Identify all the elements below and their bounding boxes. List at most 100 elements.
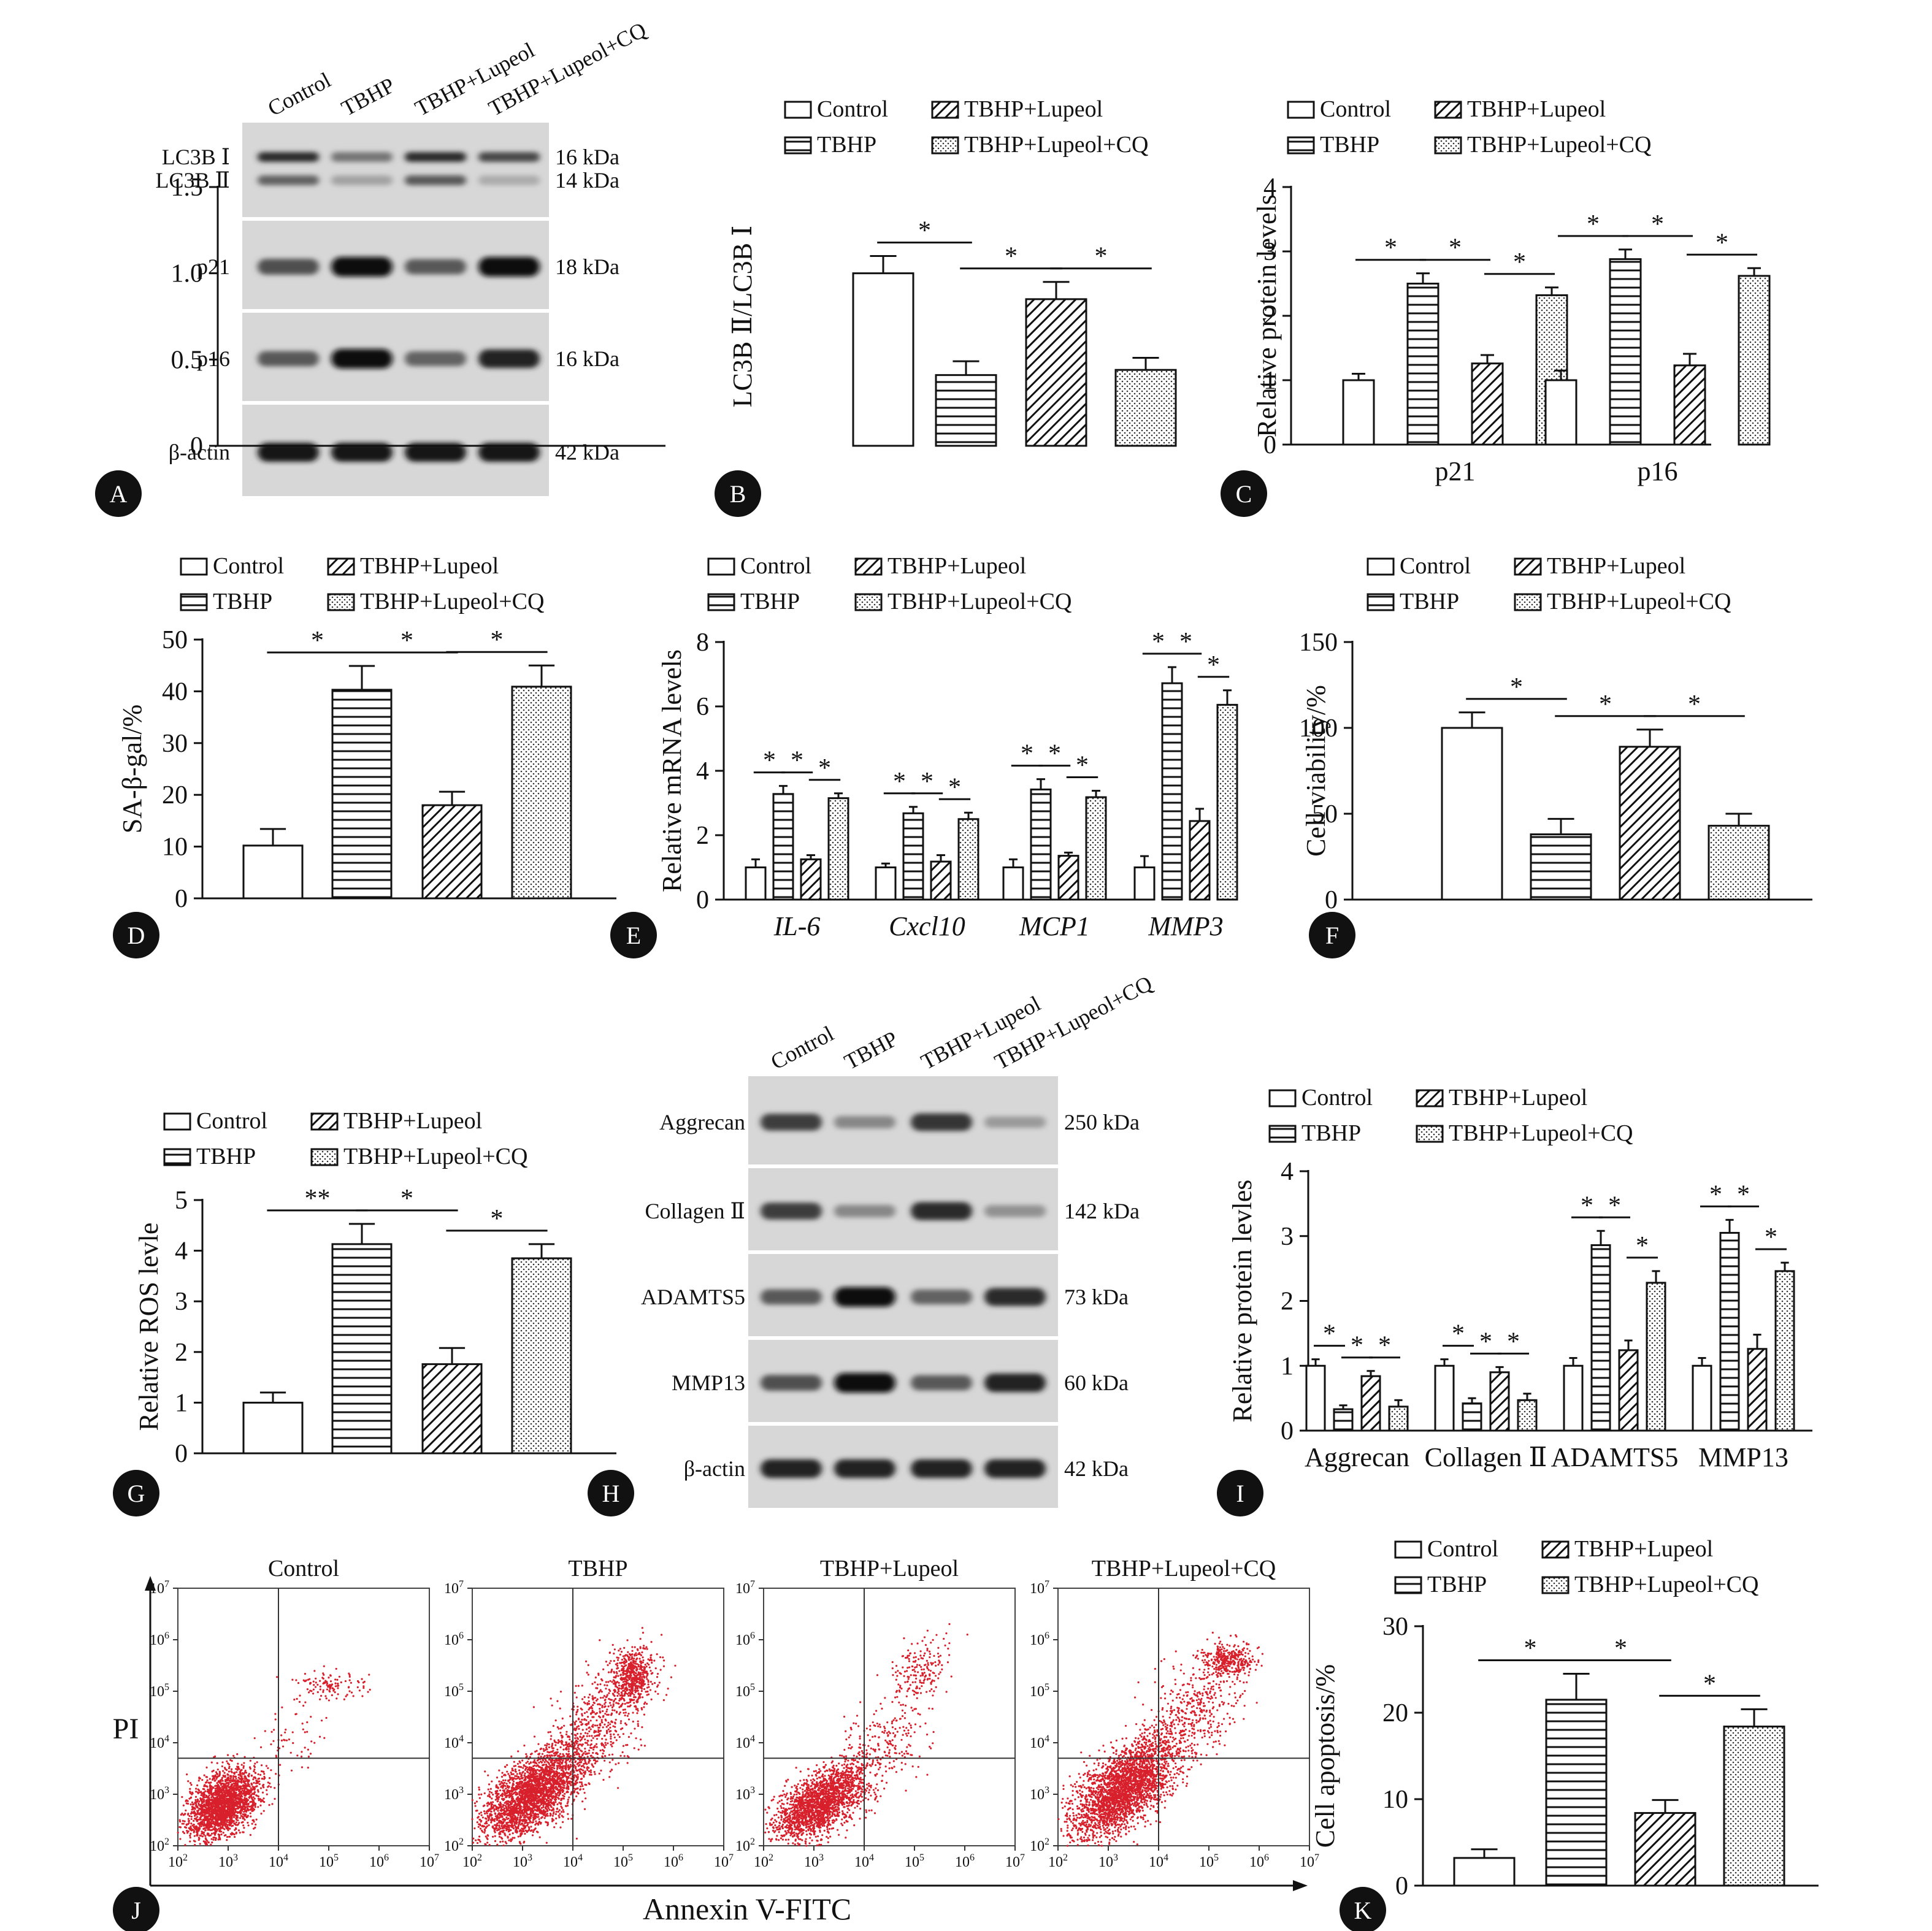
flow-event bbox=[551, 1814, 554, 1817]
flow-event bbox=[227, 1808, 229, 1811]
flow-event bbox=[199, 1824, 201, 1827]
blot-strip bbox=[242, 123, 549, 217]
flow-event bbox=[334, 1691, 336, 1694]
flow-event bbox=[193, 1831, 195, 1833]
legend-label: TBHP+Lupeol+CQ bbox=[1449, 1120, 1633, 1146]
bar bbox=[930, 860, 952, 901]
bar bbox=[1692, 1364, 1712, 1432]
flow-event bbox=[247, 1785, 250, 1788]
flow-event bbox=[554, 1801, 557, 1803]
flow-event bbox=[217, 1780, 220, 1783]
flow-event bbox=[473, 1802, 477, 1805]
flow-event bbox=[567, 1780, 570, 1783]
bar bbox=[1189, 820, 1211, 901]
significance-mark: * bbox=[1709, 1180, 1722, 1209]
flow-event bbox=[319, 1688, 321, 1691]
flow-event bbox=[240, 1808, 243, 1811]
flow-event bbox=[266, 1789, 268, 1791]
flow-plot-title: TBHP bbox=[568, 1556, 627, 1581]
flow-event bbox=[301, 1723, 304, 1725]
flow-event bbox=[222, 1770, 224, 1772]
band bbox=[478, 175, 540, 185]
flow-event bbox=[551, 1780, 553, 1782]
flow-event bbox=[240, 1798, 242, 1800]
flow-event bbox=[486, 1822, 488, 1825]
flow-event bbox=[245, 1813, 247, 1816]
flow-event bbox=[234, 1792, 236, 1794]
flow-event bbox=[253, 1821, 255, 1823]
flow-event bbox=[226, 1760, 228, 1762]
flow-event bbox=[211, 1805, 213, 1808]
flow-event bbox=[512, 1837, 514, 1839]
flow-event bbox=[475, 1800, 478, 1803]
flow-event bbox=[521, 1814, 524, 1817]
flow-event bbox=[235, 1768, 237, 1770]
flow-event bbox=[507, 1805, 510, 1807]
flow-event bbox=[307, 1767, 309, 1769]
flow-event bbox=[358, 1681, 360, 1684]
flow-event bbox=[204, 1790, 207, 1792]
legend-label: TBHP+Lupeol bbox=[360, 553, 499, 579]
flow-event bbox=[207, 1841, 210, 1844]
flow-event bbox=[257, 1795, 259, 1797]
flow-event bbox=[222, 1811, 225, 1814]
tick-exponent: 4 bbox=[164, 1734, 169, 1744]
flow-event bbox=[519, 1794, 521, 1797]
flow-event bbox=[216, 1776, 218, 1778]
significance-mark: ** bbox=[305, 1185, 331, 1213]
flow-event bbox=[296, 1697, 298, 1700]
flow-event bbox=[322, 1691, 324, 1693]
flow-event bbox=[274, 1713, 277, 1715]
flow-event bbox=[313, 1670, 316, 1672]
flow-event bbox=[184, 1813, 186, 1815]
flow-event bbox=[247, 1789, 249, 1791]
flow-event bbox=[207, 1799, 209, 1801]
flow-event bbox=[309, 1753, 312, 1755]
flow-event bbox=[503, 1790, 505, 1793]
flow-event bbox=[208, 1807, 210, 1810]
flow-event bbox=[237, 1829, 240, 1832]
significance-mark: * bbox=[1048, 740, 1061, 768]
flow-event bbox=[247, 1774, 250, 1776]
flow-event bbox=[535, 1820, 537, 1822]
significance-mark: * bbox=[1737, 1180, 1750, 1209]
flow-event bbox=[237, 1801, 240, 1803]
lane-label: TBHP bbox=[840, 1027, 902, 1075]
tick-base: 10 bbox=[269, 1854, 283, 1870]
flow-event bbox=[236, 1771, 238, 1773]
bar bbox=[1517, 1399, 1538, 1432]
panel-C: ControlTBHPTBHP+LupeolTBHP+Lupeol+CQ0123… bbox=[1252, 96, 1771, 486]
bar bbox=[1002, 866, 1024, 901]
flow-event bbox=[237, 1773, 240, 1776]
flow-event bbox=[607, 1728, 610, 1730]
legend-label: TBHP+Lupeol+CQ bbox=[360, 589, 544, 614]
flow-event bbox=[244, 1769, 247, 1772]
flow-event bbox=[505, 1807, 508, 1809]
bar bbox=[1441, 727, 1503, 901]
bar bbox=[1530, 833, 1592, 901]
flow-event bbox=[483, 1832, 486, 1834]
flow-event bbox=[252, 1796, 255, 1799]
flow-event bbox=[472, 1837, 475, 1840]
band bbox=[478, 349, 540, 369]
flow-event bbox=[191, 1808, 193, 1811]
flow-event bbox=[193, 1819, 195, 1822]
flow-event bbox=[556, 1751, 559, 1754]
flow-event bbox=[537, 1813, 540, 1816]
flow-event bbox=[218, 1819, 220, 1821]
flow-event bbox=[200, 1810, 202, 1813]
flow-event bbox=[229, 1775, 232, 1777]
flow-event bbox=[588, 1770, 591, 1773]
significance-mark: * bbox=[1608, 1191, 1621, 1220]
band bbox=[405, 259, 466, 275]
flow-event bbox=[559, 1746, 562, 1748]
flow-event bbox=[224, 1821, 226, 1823]
flow-event bbox=[220, 1830, 223, 1833]
flow-event bbox=[345, 1695, 347, 1697]
legend-label: TBHP+Lupeol+CQ bbox=[1574, 1572, 1758, 1597]
flow-event bbox=[538, 1761, 540, 1764]
significance-mark: * bbox=[1703, 1670, 1716, 1698]
flow-event bbox=[189, 1840, 191, 1843]
flow-event bbox=[483, 1810, 486, 1813]
